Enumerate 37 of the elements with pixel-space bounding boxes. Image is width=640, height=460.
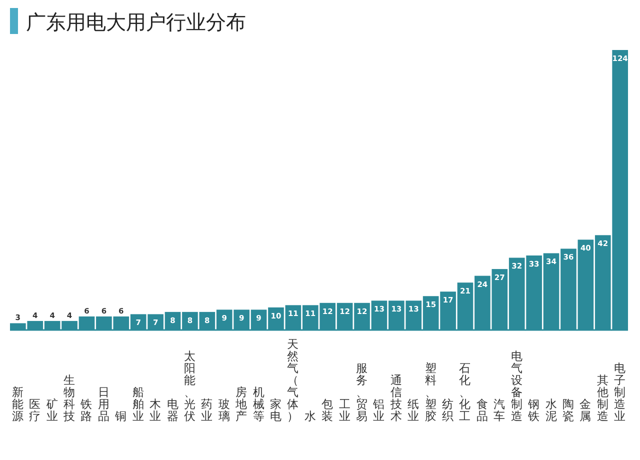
- x-tick-label: 包装: [322, 397, 334, 423]
- x-tick-label: 日用品: [98, 385, 110, 423]
- x-tick-label: 电子制造业: [614, 361, 626, 423]
- x-tick-label: 铁路: [80, 397, 93, 423]
- x-tick-label: 船舶业: [132, 385, 144, 423]
- x-tick-label: 铝业: [372, 397, 386, 423]
- x-tick-label: 玻璃: [218, 397, 230, 423]
- x-tick-label: 汽车: [494, 397, 506, 423]
- x-tick-label: 水泥: [545, 397, 558, 423]
- x-tick-label: 太阳能、光伏: [184, 349, 196, 423]
- x-tick-label: 工业: [338, 397, 351, 423]
- x-tick-label: 纸业: [408, 397, 420, 423]
- x-tick-label: 铜: [114, 409, 128, 423]
- x-tick-label: 食品: [476, 397, 488, 423]
- x-tick-label: 药业: [201, 397, 214, 423]
- x-tick-label: 电器: [166, 397, 179, 423]
- x-tick-label: 通信技术: [389, 373, 402, 423]
- x-tick-label: 服务、贸易: [356, 361, 368, 423]
- x-tick-label: 石化、化工: [459, 361, 472, 423]
- x-tick-label: 机械等: [252, 385, 265, 423]
- chart-title: 广东用电大用户行业分布: [26, 10, 246, 34]
- x-tick-label: 生物科技: [62, 373, 76, 423]
- x-tick-label: 其他制造: [596, 373, 609, 423]
- x-tick-label: 医疗: [29, 397, 42, 423]
- x-tick-label: 陶瓷: [562, 397, 574, 423]
- x-tick-label: 金属: [580, 397, 592, 423]
- x-tick-label: 矿业: [45, 397, 58, 423]
- x-tick-label: 天然气（气体）: [287, 337, 300, 423]
- x-tick-label: 家电: [270, 397, 282, 423]
- x-tick-label: 木业: [150, 397, 162, 423]
- x-tick-label: 新能源: [12, 385, 24, 423]
- x-tick-label: 电气设备制造: [510, 349, 523, 423]
- x-tick-label: 纺织: [442, 397, 454, 423]
- x-tick-label: 塑料、塑胶: [424, 361, 437, 423]
- x-tick-label: 钢铁: [527, 397, 540, 423]
- x-tick-label: 水: [304, 409, 316, 423]
- x-tick-label: 房地产: [234, 385, 248, 423]
